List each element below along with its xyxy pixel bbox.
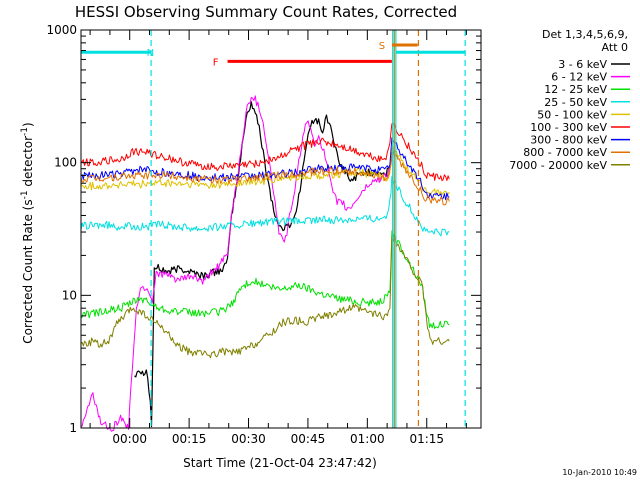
y-tick-label-1000: 1000 — [46, 23, 77, 37]
x-axis-label: Start Time (21-Oct-04 23:47:42) — [183, 456, 377, 470]
legend-label-800-7000-kev: 800 - 7000 keV — [523, 146, 607, 159]
x-tick-label-00-15: 00:15 — [172, 432, 207, 446]
y-axis-label-mid: detector — [21, 136, 35, 191]
series-line-800-7000-kev — [80, 150, 450, 206]
x-tick-label-00-30: 00:30 — [231, 432, 266, 446]
annotation-s: S — [379, 41, 385, 52]
svg-text:Corrected Count Rate (s-1 dete: Corrected Count Rate (s-1 detector-1) — [20, 122, 35, 343]
series-line-6-12-kev — [80, 95, 393, 432]
series-line-100-300-kev — [80, 123, 450, 182]
chart-title: HESSI Observing Summary Count Rates, Cor… — [75, 3, 457, 21]
legend-label-3-6-kev: 3 - 6 keV — [558, 58, 607, 71]
series-line-50-100-kev — [80, 146, 450, 197]
y-axis-label-exp2: -1 — [20, 127, 30, 136]
y-axis-label: Corrected Count Rate (s-1 detector-1) — [20, 122, 35, 343]
x-tick-label-00-00: 00:00 — [112, 432, 147, 446]
series-line-25-50-kev — [80, 175, 450, 237]
legend-title-line2: Att 0 — [602, 41, 628, 54]
series-line-7000-20000-kev — [80, 236, 450, 359]
x-tick-label-01-00: 01:00 — [350, 432, 385, 446]
y-tick-label-1: 1 — [69, 421, 77, 435]
timestamp: 10-Jan-2010 10:49 — [562, 468, 637, 477]
y-axis-label-exp1: -1 — [20, 190, 30, 199]
legend-label-50-100-kev: 50 - 100 keV — [537, 108, 607, 121]
y-axis-label-end: ) — [21, 122, 35, 127]
y-tick-label-100: 100 — [54, 156, 77, 170]
legend-label-100-300-kev: 100 - 300 keV — [530, 121, 607, 134]
legend-label-25-50-kev: 25 - 50 keV — [544, 96, 607, 109]
annotation-f: F — [213, 57, 219, 68]
legend-label-6-12-kev: 6 - 12 keV — [551, 71, 607, 84]
axes: 1 10 100 1000 00:00 00:15 00:30 00:45 01:00 01:15 — [46, 23, 482, 446]
series-line-12-25-kev — [80, 230, 450, 329]
legend-title-line1: Det 1,3,4,5,6,9, — [542, 28, 628, 41]
plot-frame — [80, 29, 482, 429]
y-axis-label-main: Corrected Count Rate (s — [21, 199, 35, 343]
x-tick-label-01-15: 01:15 — [409, 432, 444, 446]
y-tick-label-10: 10 — [62, 288, 77, 302]
legend-label-12-25-kev: 12 - 25 keV — [544, 83, 607, 96]
plot-area: N F S — [80, 30, 466, 432]
annotation-n: N — [147, 48, 154, 59]
x-tick-label-00-45: 00:45 — [291, 432, 326, 446]
legend-label-7000-20000-kev: 7000 - 20000 keV — [509, 159, 607, 172]
series-line-3-6-kev — [134, 101, 393, 428]
legend-label-300-800-kev: 300 - 800 keV — [530, 134, 607, 147]
